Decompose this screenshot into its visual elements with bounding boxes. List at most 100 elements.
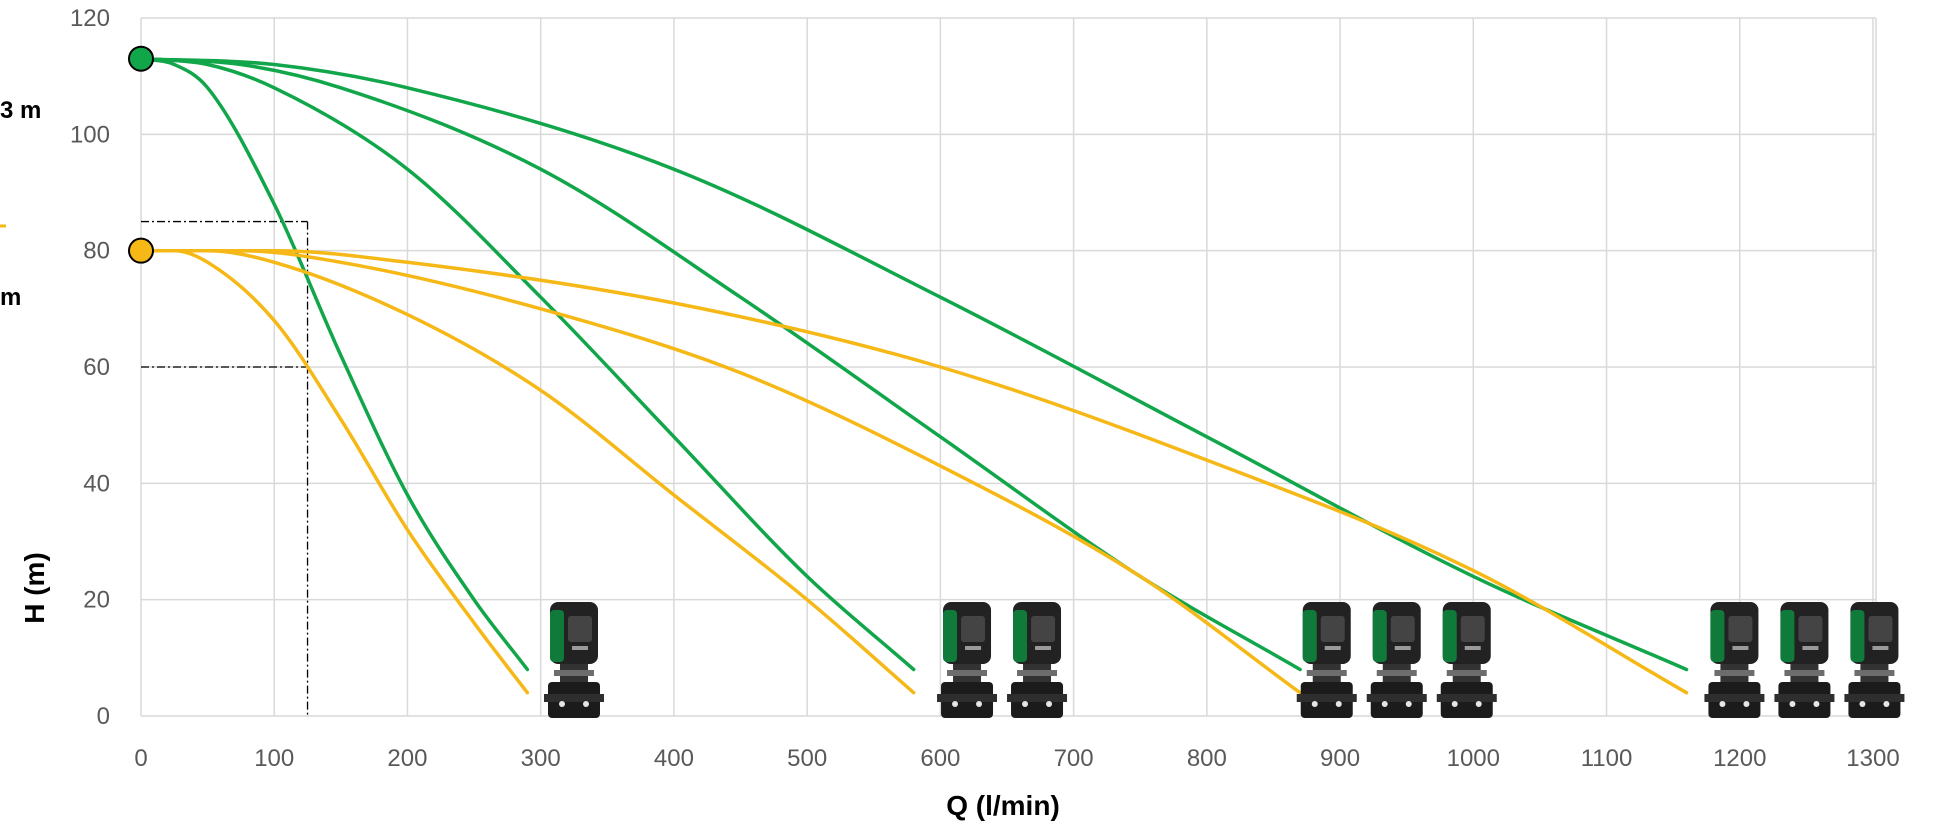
x-tick-label: 0 xyxy=(134,745,147,772)
pump-bolt xyxy=(1405,701,1412,707)
series-line xyxy=(139,56,916,672)
pump-bolt xyxy=(1813,701,1820,707)
pump-bolt xyxy=(976,701,983,707)
pump-pipe xyxy=(1007,694,1068,702)
pump-display xyxy=(567,616,592,642)
y-tick-label: 80 xyxy=(83,238,110,265)
reference-lines xyxy=(141,220,309,716)
y-tick-label: 40 xyxy=(83,470,110,497)
pump-display xyxy=(1868,616,1893,642)
pump-display xyxy=(1031,616,1056,642)
y-tick-label: 100 xyxy=(70,121,110,148)
x-tick-label: 300 xyxy=(521,745,561,772)
pump-icon xyxy=(1704,602,1765,718)
series-line xyxy=(139,56,1689,672)
shutoff-marker xyxy=(128,45,154,72)
pump-buttons xyxy=(1872,646,1889,650)
pump-icon xyxy=(937,602,998,718)
pump-bolt xyxy=(1311,701,1318,707)
pump-icon xyxy=(1366,602,1427,718)
x-tick-label: 700 xyxy=(1054,745,1094,772)
x-tick-label: 500 xyxy=(787,745,827,772)
pump-pipe xyxy=(1436,694,1497,702)
tick-labels: 0 100 200 300 400 500 600 700 800 900 1000 1100 1200… xyxy=(70,5,1900,772)
y-tick-label: 0 xyxy=(97,703,110,730)
pump-icon xyxy=(1436,602,1497,718)
pump-icon xyxy=(1844,602,1905,718)
pump-bolt xyxy=(1335,701,1342,707)
pump-flange xyxy=(1376,670,1417,676)
pump-buttons xyxy=(1802,646,1819,650)
pump-pipe xyxy=(1774,694,1835,702)
series-line xyxy=(139,248,530,695)
pump-display xyxy=(1728,616,1753,642)
y-tick-label: 120 xyxy=(70,5,110,32)
pump-flange xyxy=(553,670,594,676)
pump-side-panel xyxy=(1710,610,1725,662)
pump-icon xyxy=(1296,602,1357,718)
pump-buttons xyxy=(1324,646,1341,650)
pump-display xyxy=(1460,616,1485,642)
pump-side-panel xyxy=(1850,610,1865,662)
pump-bolt xyxy=(1381,701,1388,707)
pump-bolt xyxy=(582,701,589,707)
pump-side-panel xyxy=(943,610,958,662)
pump-flange xyxy=(947,670,988,676)
x-axis-title: Q (l/min) xyxy=(946,790,1060,821)
pump-display xyxy=(961,616,986,642)
series-line xyxy=(139,248,916,695)
pump-flange xyxy=(1306,670,1347,676)
series-lines xyxy=(139,56,1689,695)
shutoff-marker xyxy=(128,237,154,264)
pump-display xyxy=(1320,616,1345,642)
x-tick-label: 200 xyxy=(387,745,427,772)
pump-buttons xyxy=(1464,646,1481,650)
pump-bolt xyxy=(1789,701,1796,707)
y-tick-label: 20 xyxy=(83,587,110,614)
pump-buttons xyxy=(571,646,588,650)
pump-buttons xyxy=(1035,646,1052,650)
x-tick-label: 1100 xyxy=(1581,745,1633,772)
pump-icon xyxy=(543,602,604,718)
pump-flange xyxy=(1854,670,1895,676)
y-axis-title: H (m) xyxy=(19,552,50,624)
pump-bolt xyxy=(1883,701,1890,707)
pump-bolt xyxy=(1859,701,1866,707)
pump-buttons xyxy=(1732,646,1749,650)
pump-bolt xyxy=(1719,701,1726,707)
pump-flange xyxy=(1446,670,1487,676)
pump-side-panel xyxy=(549,610,564,662)
pump-flange xyxy=(1017,670,1058,676)
pump-pipe xyxy=(543,694,604,702)
pump-bolt xyxy=(1022,701,1029,707)
pump-illustrations xyxy=(543,602,1905,718)
side-label-top: 3 m xyxy=(0,97,41,124)
pump-buttons xyxy=(1394,646,1411,650)
pump-buttons xyxy=(965,646,982,650)
series-line xyxy=(139,56,530,672)
series-line xyxy=(139,248,1302,695)
pump-side-panel xyxy=(1442,610,1457,662)
x-tick-label: 100 xyxy=(254,745,294,772)
x-tick-label: 900 xyxy=(1320,745,1360,772)
x-tick-label: 1200 xyxy=(1713,745,1766,772)
pump-icon xyxy=(1007,602,1068,718)
pump-flange xyxy=(1784,670,1825,676)
x-tick-label: 800 xyxy=(1187,745,1227,772)
pump-bolt xyxy=(558,701,565,707)
pump-bolt xyxy=(1743,701,1750,707)
pump-side-panel xyxy=(1302,610,1317,662)
pump-flange xyxy=(1714,670,1755,676)
pump-display xyxy=(1390,616,1415,642)
x-tick-label: 1300 xyxy=(1846,745,1899,772)
pump-side-panel xyxy=(1013,610,1028,662)
pump-bolt xyxy=(952,701,959,707)
x-tick-label: 400 xyxy=(654,745,694,772)
grid xyxy=(140,17,1877,717)
pump-pipe xyxy=(1704,694,1765,702)
x-tick-label: 600 xyxy=(920,745,960,772)
pump-pipe xyxy=(1296,694,1357,702)
pump-bolt xyxy=(1475,701,1482,707)
side-label-bottom: m xyxy=(0,284,21,311)
